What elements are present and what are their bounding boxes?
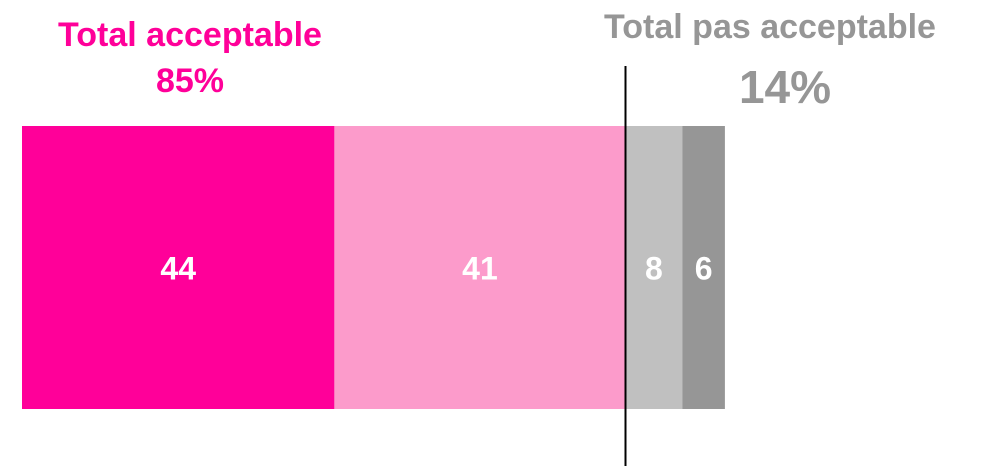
total-acceptable-title: Total acceptable [58, 16, 322, 54]
total-acceptable-value: 85% [155, 62, 225, 100]
bar-segment-1 [22, 126, 335, 409]
data-label-1: 44 [160, 251, 196, 287]
data-label-4: 6 [695, 251, 713, 287]
bar-segment-3 [625, 126, 683, 409]
data-label-3: 8 [645, 251, 663, 287]
bar-segment-2 [334, 126, 626, 409]
total-not-acceptable-value: 14% [738, 61, 832, 113]
total-not-acceptable-title: Total pas acceptable [604, 8, 936, 46]
data-label-2: 41 [462, 251, 498, 287]
bar-segment-4 [682, 126, 725, 409]
